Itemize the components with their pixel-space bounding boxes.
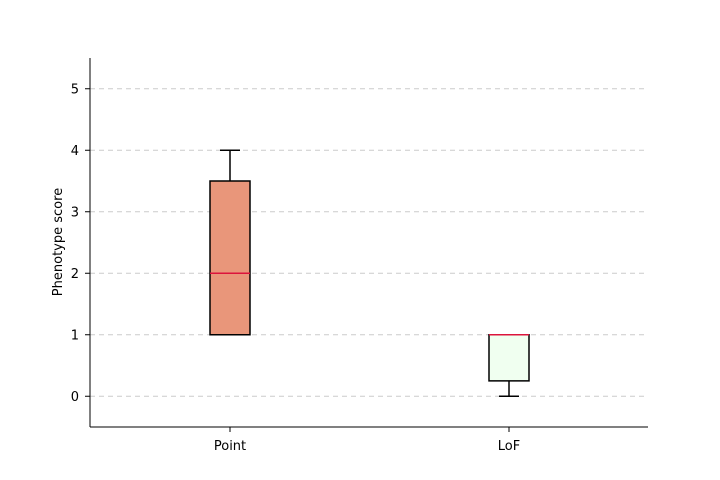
y-tick-label: 1: [71, 328, 79, 343]
x-tick-label: LoF: [498, 439, 520, 454]
y-tick-label: 5: [71, 82, 79, 97]
axes: [89, 58, 648, 428]
box-group-point: [209, 149, 251, 336]
box-series: [209, 149, 530, 397]
y-tick-label: 3: [71, 205, 79, 220]
x-ticks: Point LoF: [214, 427, 520, 454]
y-tick-label: 4: [71, 144, 79, 159]
y-tick-label: 2: [71, 267, 79, 282]
box: [209, 180, 251, 336]
box-group-lof: [488, 334, 530, 397]
box: [488, 334, 530, 382]
grid-lines: [90, 88, 648, 397]
x-tick-label: Point: [214, 439, 246, 454]
y-axis-label: Phenotype score: [51, 188, 66, 296]
y-ticks: 0 1 2 3 4 5: [71, 82, 90, 405]
y-tick-label: 0: [71, 390, 79, 405]
